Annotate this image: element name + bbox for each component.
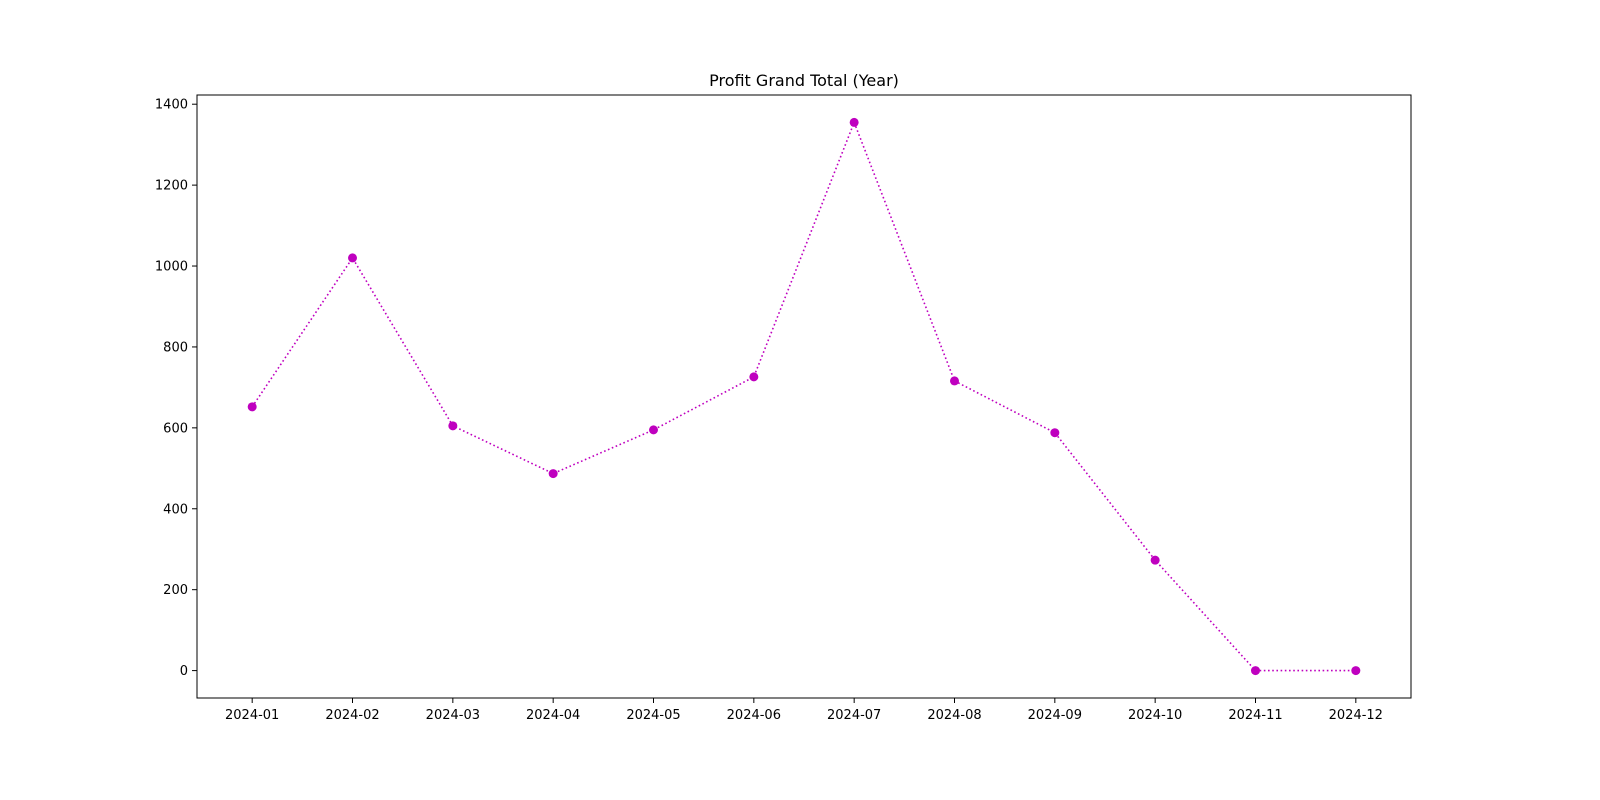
y-tick-label: 600 bbox=[163, 421, 188, 436]
data-point bbox=[1351, 666, 1361, 676]
chart-title: Profit Grand Total (Year) bbox=[709, 71, 899, 90]
y-tick-label: 200 bbox=[163, 583, 188, 598]
data-point bbox=[548, 469, 558, 479]
y-tick-label: 1200 bbox=[155, 179, 188, 194]
x-tick-label: 2024-12 bbox=[1329, 708, 1383, 723]
x-tick-label: 2024-06 bbox=[727, 708, 781, 723]
x-tick-label: 2024-03 bbox=[426, 708, 480, 723]
x-tick-label: 2024-11 bbox=[1228, 708, 1282, 723]
plot-frame bbox=[196, 94, 1412, 699]
x-tick-label: 2024-10 bbox=[1128, 708, 1182, 723]
x-tick-label: 2024-08 bbox=[927, 708, 981, 723]
data-point bbox=[348, 253, 358, 263]
y-tick-label: 400 bbox=[163, 502, 188, 517]
data-point bbox=[1250, 666, 1260, 676]
data-point bbox=[1150, 555, 1160, 565]
x-tick-label: 2024-05 bbox=[626, 708, 680, 723]
y-tick-label: 800 bbox=[163, 340, 188, 355]
data-point bbox=[949, 376, 959, 386]
x-tick-label: 2024-04 bbox=[526, 708, 580, 723]
data-point bbox=[247, 402, 257, 412]
data-point bbox=[849, 117, 859, 127]
x-tick-label: 2024-02 bbox=[325, 708, 379, 723]
data-point bbox=[649, 425, 659, 435]
data-point bbox=[448, 421, 458, 431]
data-point bbox=[749, 372, 759, 382]
x-tick-label: 2024-01 bbox=[225, 708, 279, 723]
data-point bbox=[1050, 428, 1060, 438]
plot-area: 0 200 400 600 800 1000 1200 1400 2024-01 2024-02 2… bbox=[155, 98, 1383, 723]
x-tick-label: 2024-09 bbox=[1028, 708, 1082, 723]
y-tick-label: 1400 bbox=[155, 98, 188, 113]
y-tick-label: 1000 bbox=[155, 260, 188, 275]
x-tick-label: 2024-07 bbox=[827, 708, 881, 723]
y-tick-label: 0 bbox=[180, 664, 188, 679]
